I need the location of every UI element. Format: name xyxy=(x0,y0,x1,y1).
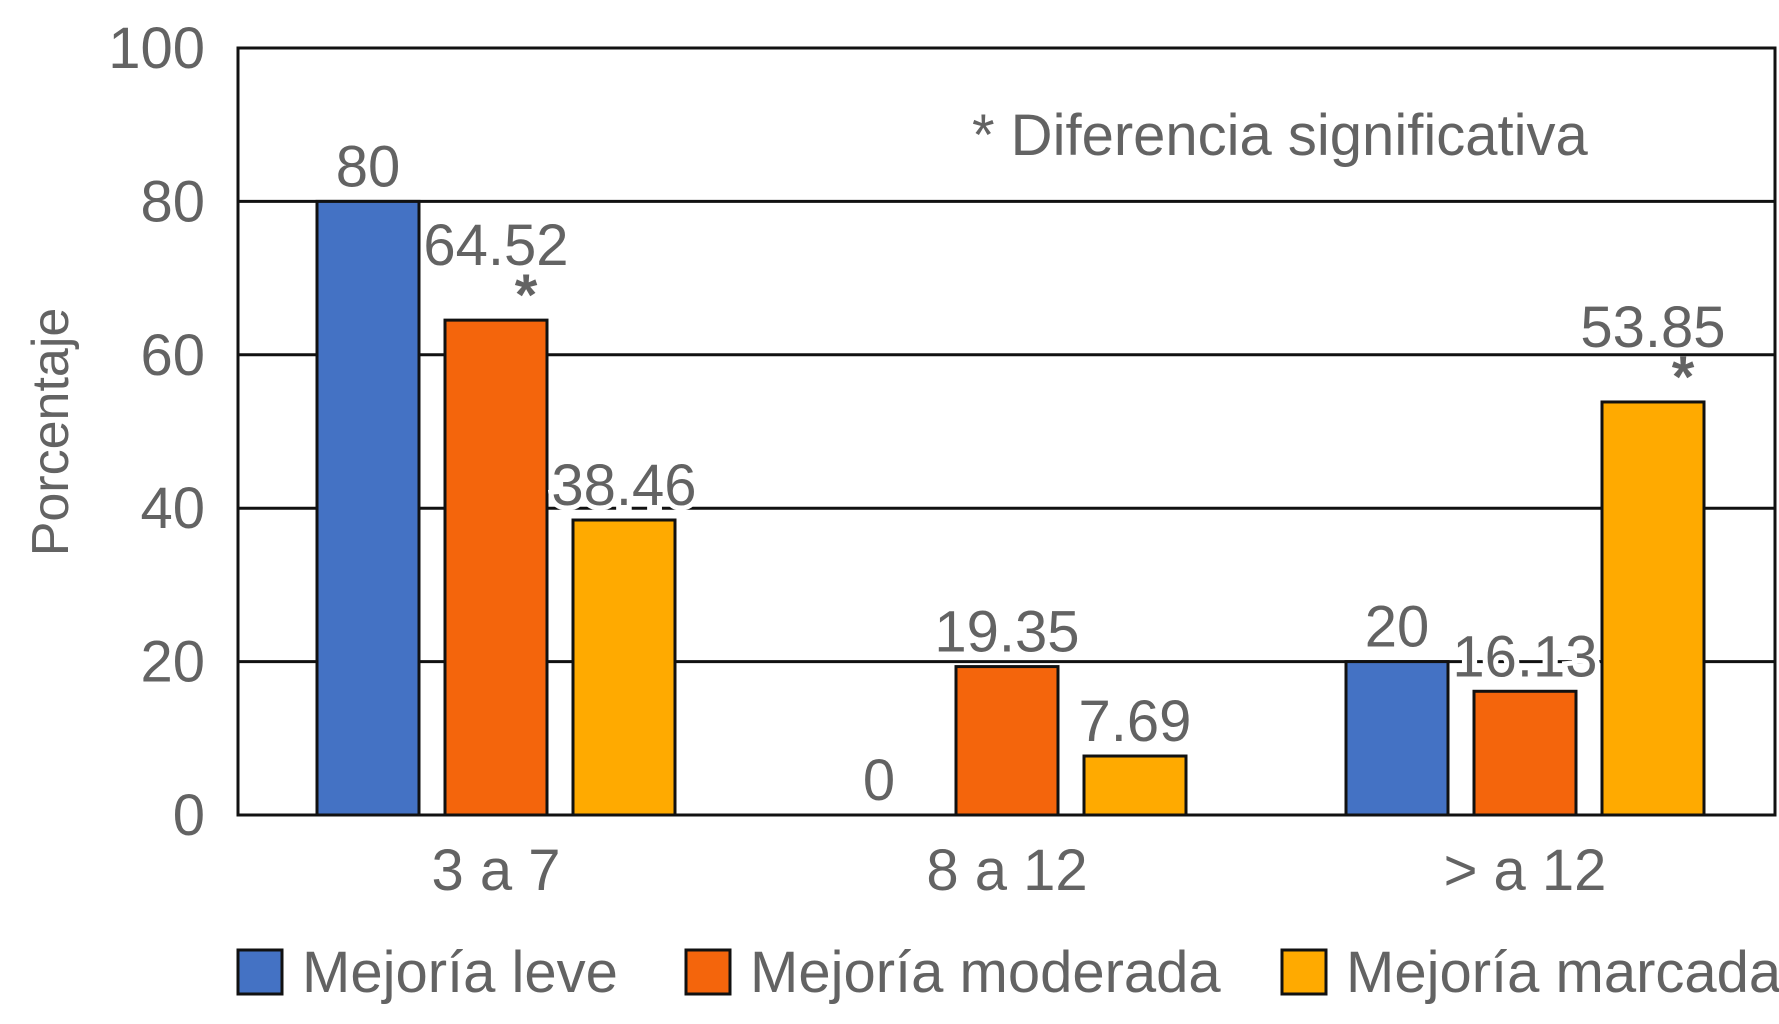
legend-label: Mejoría moderada xyxy=(750,940,1221,1005)
value-label: 16.13 xyxy=(1452,624,1597,689)
significance-annotation: * Diferencia significativa xyxy=(972,103,1588,168)
value-label: 19.35 xyxy=(934,600,1079,665)
value-label: 38.46 xyxy=(551,453,696,518)
bar xyxy=(1082,754,1188,817)
bar xyxy=(571,518,677,817)
bar xyxy=(315,199,421,817)
bar xyxy=(1472,689,1578,817)
y-axis-label: Porcentaje xyxy=(22,308,80,557)
legend-swatch xyxy=(1280,948,1328,996)
legend-label: Mejoría marcada xyxy=(1346,940,1779,1005)
bar xyxy=(1600,400,1706,817)
y-tick-label: 0 xyxy=(173,783,205,848)
value-label: 7.69 xyxy=(1079,689,1192,754)
value-label: 80 xyxy=(336,134,401,199)
bar xyxy=(954,665,1060,817)
x-tick-labels: 3 a 7 8 a 12 > a 12 xyxy=(432,838,1607,903)
y-tick-label: 20 xyxy=(140,630,205,695)
legend-swatch xyxy=(684,948,732,996)
legend: Mejoría leve Mejoría moderada Mejoría marc… xyxy=(236,940,1779,1005)
bars xyxy=(315,199,1706,817)
y-tick-label: 100 xyxy=(108,16,205,81)
x-tick-label: 3 a 7 xyxy=(432,838,561,903)
value-label: 53.85 xyxy=(1580,295,1725,360)
legend-item: Mejoría moderada xyxy=(684,940,1221,1005)
bar xyxy=(443,318,549,817)
value-label: 64.52 xyxy=(423,213,568,278)
value-label: 20 xyxy=(1365,595,1430,660)
legend-label: Mejoría leve xyxy=(302,940,618,1005)
y-tick-label: 80 xyxy=(140,169,205,234)
significance-marker: * xyxy=(1672,345,1695,410)
legend-swatch xyxy=(236,948,284,996)
y-tick-label: 40 xyxy=(140,476,205,541)
bar xyxy=(1344,660,1450,817)
x-tick-label: > a 12 xyxy=(1444,838,1607,903)
y-tick-label: 60 xyxy=(140,323,205,388)
legend-item: Mejoría marcada xyxy=(1280,940,1779,1005)
significance-marker: * xyxy=(515,263,538,328)
value-label: 0 xyxy=(863,748,895,813)
plot-frame xyxy=(236,46,1777,817)
x-tick-label: 8 a 12 xyxy=(926,838,1087,903)
legend-item: Mejoría leve xyxy=(236,940,618,1005)
y-tick-labels: 0 20 40 60 80 100 xyxy=(108,16,205,848)
